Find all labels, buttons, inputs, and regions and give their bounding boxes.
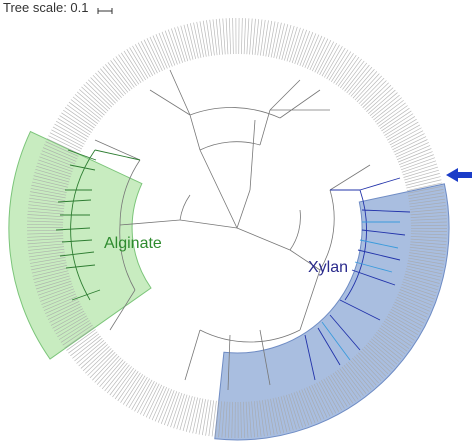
xylan-clade-highlight xyxy=(214,183,450,441)
tree-scale-label: Tree scale: 0.1 xyxy=(3,0,89,15)
clade-label: Alginate xyxy=(104,235,162,252)
alginate-branches xyxy=(55,149,141,301)
highlight-arrow xyxy=(446,168,472,182)
leaf-label-ring xyxy=(27,18,447,438)
tree-branches xyxy=(94,69,371,391)
alginate-clade-highlight xyxy=(8,130,152,360)
xylan-branches xyxy=(304,177,411,381)
tree-scale-bar xyxy=(97,8,113,14)
clade-label: Xylan xyxy=(308,259,348,276)
